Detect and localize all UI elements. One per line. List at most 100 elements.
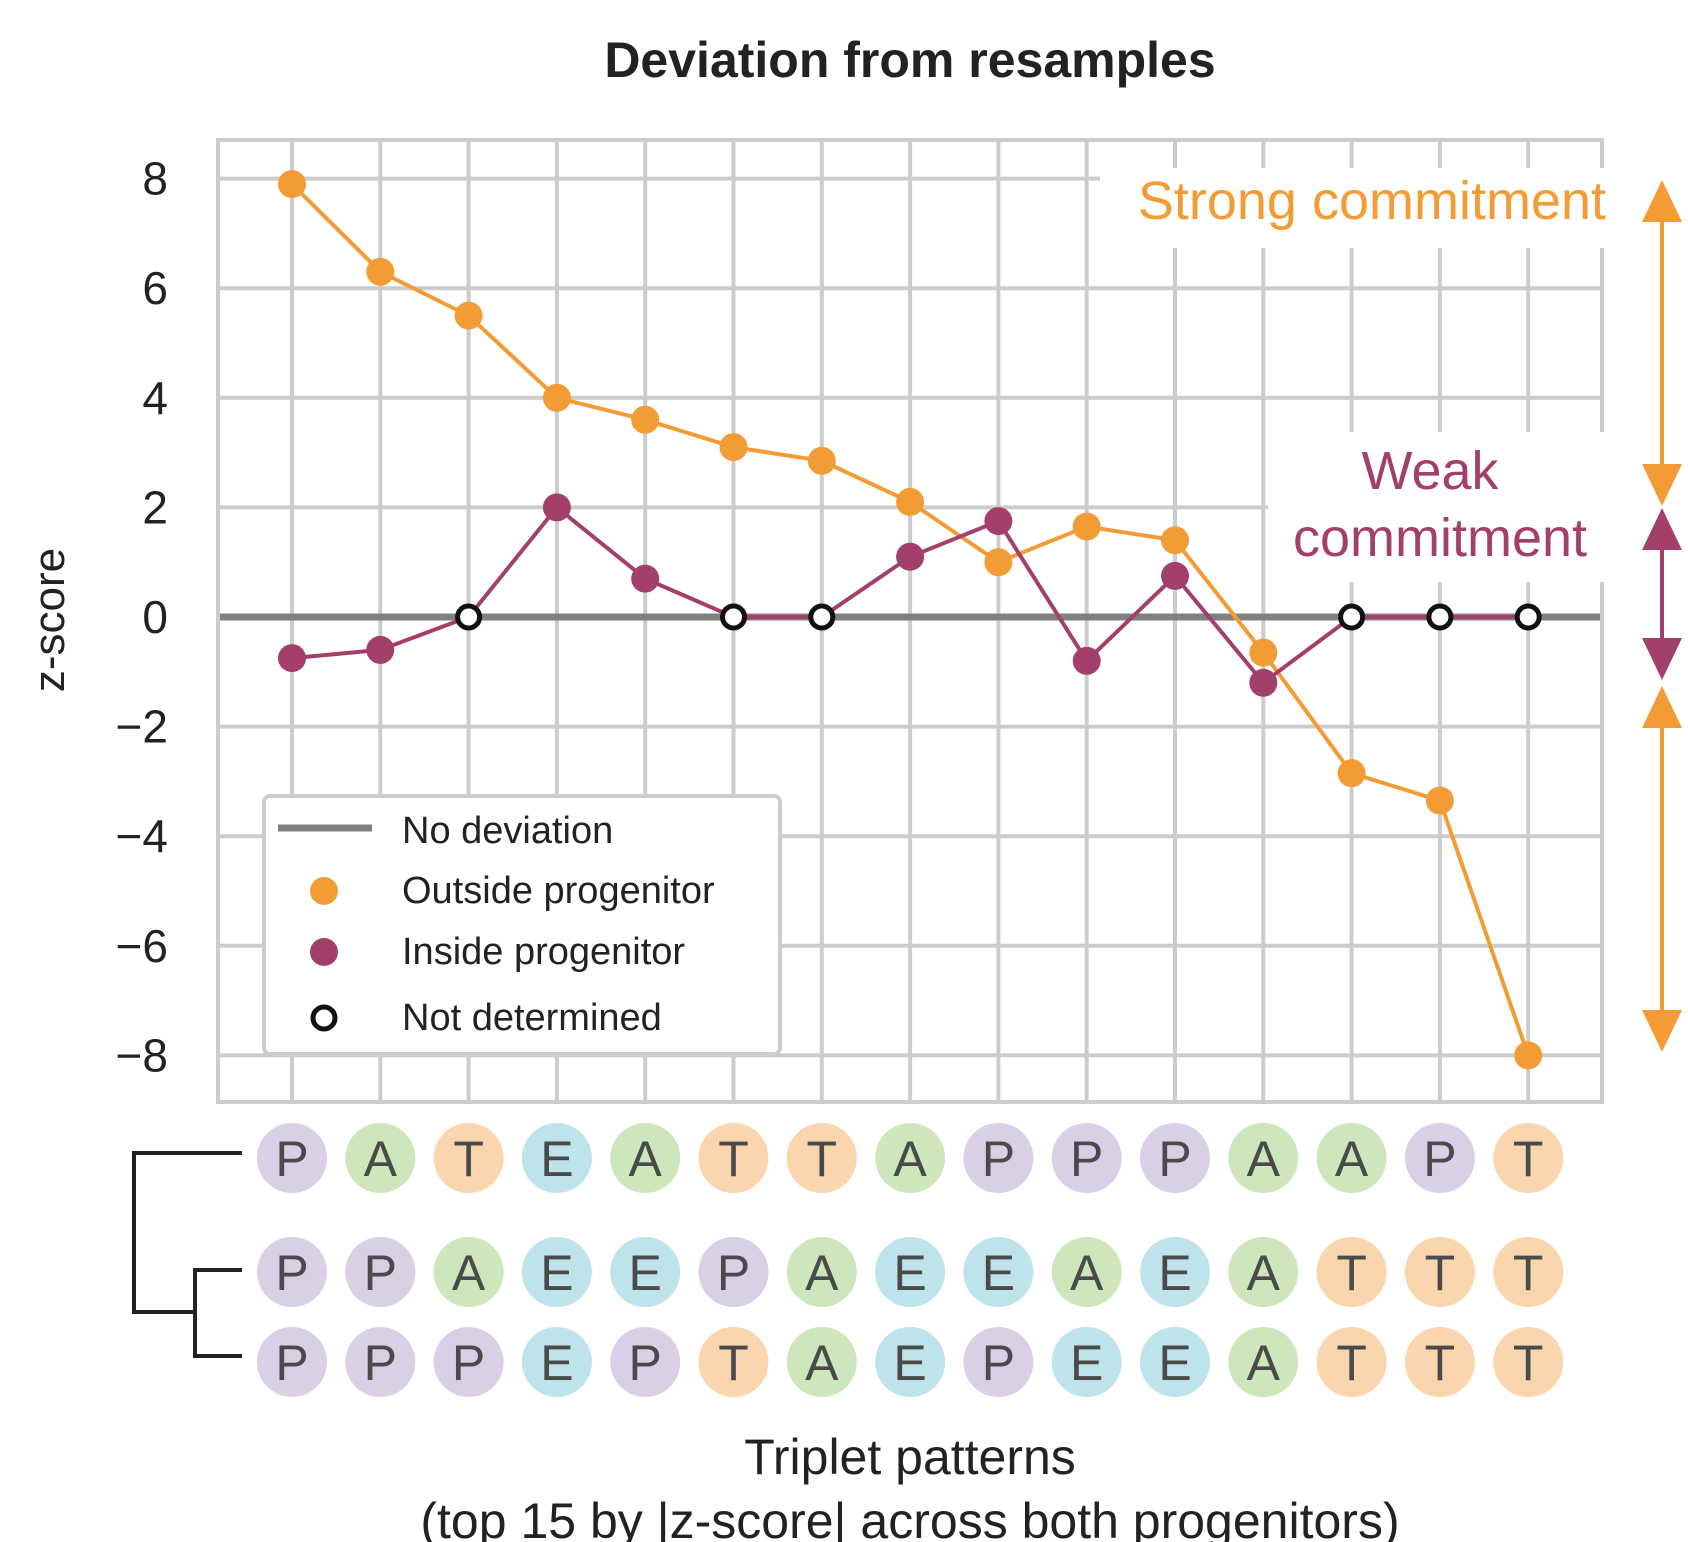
dendrogram (132, 1151, 242, 1358)
legend-no-deviation-label: No deviation (402, 810, 613, 852)
pattern-letter: P (1423, 1131, 1456, 1187)
chart-title: Deviation from resamples (604, 32, 1215, 88)
pattern-letter: P (1158, 1131, 1191, 1187)
pattern-circle (610, 1123, 681, 1193)
pattern-letter: P (1070, 1131, 1103, 1187)
pattern-circle (257, 1237, 327, 1307)
pattern-letter: P (364, 1245, 397, 1301)
pattern-letter: P (982, 1131, 1015, 1187)
pattern-circle (1051, 1327, 1122, 1397)
pattern-letter: T (1425, 1335, 1456, 1391)
pattern-circle (963, 1123, 1034, 1193)
strong-label-backdrop (1100, 168, 1612, 248)
not-determined-point (720, 603, 747, 631)
pattern-rows: P A T E A T T A P P P A A P TP P A E E P A E E A E A T T TP P P E P T A E P E… (257, 1123, 1564, 1397)
pattern-letter: P (629, 1335, 662, 1391)
pattern-circle (786, 1327, 857, 1397)
pattern-circle (698, 1123, 769, 1193)
pattern-circle (1140, 1123, 1210, 1193)
y-axis-label: z-score (25, 548, 74, 692)
inside-progenitor-point (542, 493, 571, 522)
pattern-letter: P (452, 1335, 485, 1391)
outside-progenitor-point (631, 405, 660, 434)
pattern-letter: E (1158, 1245, 1191, 1301)
pattern-circle (698, 1327, 769, 1397)
not-determined-point (1426, 603, 1454, 631)
pattern-letter: A (364, 1131, 398, 1187)
pattern-circle (1316, 1237, 1387, 1307)
plot-frame (216, 138, 1604, 1104)
pattern-letter: E (540, 1131, 573, 1187)
y-tick-label: −4 (116, 810, 168, 862)
legend-not-determined-label: Not determined (402, 997, 662, 1039)
pattern-circle (610, 1327, 681, 1397)
pattern-letter: T (1513, 1245, 1544, 1301)
pattern-letter: A (1247, 1245, 1281, 1301)
pattern-letter: E (629, 1245, 662, 1301)
pattern-letter: T (453, 1131, 484, 1187)
pattern-circle (1404, 1237, 1475, 1307)
not-determined-point (808, 603, 836, 631)
outside-progenitor-point (1072, 512, 1101, 541)
pattern-circle (875, 1123, 946, 1193)
y-tick-label: 6 (142, 262, 168, 314)
pattern-circle (1493, 1327, 1564, 1397)
arrowhead-down-icon (1642, 638, 1682, 680)
pattern-circle (1493, 1237, 1564, 1307)
legend-outside-label: Outside progenitor (402, 870, 715, 912)
inside-progenitor-point (631, 564, 660, 593)
weak-commitment-label-line2: commitment (1293, 508, 1587, 568)
pattern-circle (257, 1123, 327, 1193)
pattern-letter: E (1158, 1335, 1191, 1391)
pattern-letter: T (718, 1335, 749, 1391)
pattern-circle (1404, 1123, 1475, 1193)
pattern-circle (1051, 1237, 1122, 1307)
y-axis-ticks: 8 6 4 2 0 −2 −4 −6 −8 (116, 153, 168, 1082)
outside-progenitor-point (1337, 759, 1366, 788)
pattern-circle (257, 1327, 327, 1397)
series-layer (278, 170, 1543, 1070)
inside-progenitor-point (1161, 561, 1189, 590)
pattern-letter: T (1336, 1335, 1367, 1391)
outside-progenitor-point (278, 170, 306, 199)
pattern-circle (433, 1327, 504, 1397)
legend-outside-swatch (310, 877, 338, 905)
pattern-circle (1493, 1123, 1564, 1193)
x-axis-label: Triplet patterns (744, 1429, 1076, 1485)
strong-commitment-label: Strong commitment (1138, 171, 1606, 231)
pattern-letter: E (540, 1245, 573, 1301)
y-tick-label: 4 (142, 372, 168, 424)
inside-progenitor-point (1249, 668, 1278, 697)
weak-commitment-arrow (1642, 508, 1682, 680)
pattern-letter: T (1336, 1245, 1367, 1301)
inside-progenitor-point (366, 635, 395, 664)
pattern-letter: A (1335, 1131, 1369, 1187)
pattern-circle (521, 1123, 592, 1193)
pattern-letter: P (275, 1245, 308, 1301)
pattern-letter: T (1513, 1131, 1544, 1187)
pattern-letter: A (805, 1335, 839, 1391)
weak-commitment-label-line1: Weak (1361, 441, 1499, 501)
pattern-letter: E (1070, 1335, 1103, 1391)
y-tick-label: −8 (116, 1029, 168, 1081)
pattern-letter: P (364, 1335, 397, 1391)
pattern-letter: E (540, 1335, 573, 1391)
y-tick-label: 2 (142, 481, 168, 533)
outside-progenitor-point (719, 433, 748, 462)
pattern-letter: T (1513, 1335, 1544, 1391)
pattern-letter: E (982, 1245, 1015, 1301)
pattern-circle (786, 1123, 857, 1193)
arrowhead-up-icon (1642, 508, 1682, 550)
pattern-circle (1404, 1327, 1475, 1397)
strong-commitment-arrow-lower (1642, 686, 1682, 1052)
arrowhead-up-icon (1642, 180, 1682, 222)
pattern-circle (875, 1237, 946, 1307)
legend-box (262, 794, 782, 1056)
pattern-circle (345, 1123, 416, 1193)
not-determined-point (455, 603, 483, 631)
outside-progenitor-point (896, 487, 925, 516)
pattern-circle (875, 1327, 946, 1397)
pattern-letter: A (452, 1245, 486, 1301)
y-tick-label: −2 (116, 701, 168, 753)
